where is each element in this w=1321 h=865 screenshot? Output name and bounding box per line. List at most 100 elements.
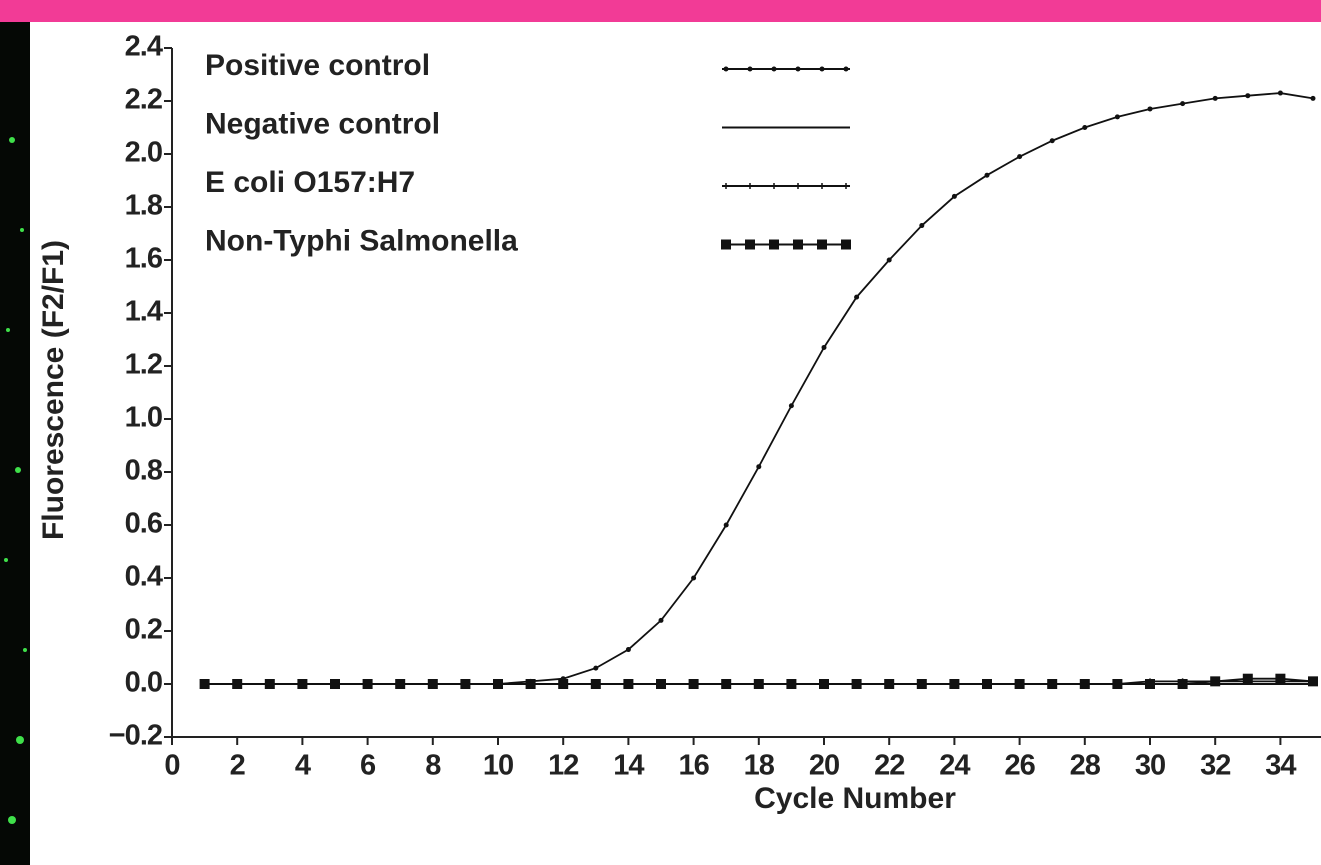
chart: Cycle Number Fluorescence (F2/F1) −0.2 0.… [0, 0, 1321, 865]
y-tick-label: −0.2 [109, 720, 162, 752]
point [884, 679, 894, 689]
point [854, 295, 859, 300]
x-tick-label: 6 [360, 750, 376, 782]
point [985, 173, 990, 178]
x-tick-label: 34 [1265, 750, 1296, 782]
point [659, 618, 664, 623]
x-tick-label: 32 [1200, 750, 1230, 782]
legend-label: Positive control [205, 49, 430, 82]
legend-marker [769, 240, 779, 250]
legend-marker [820, 67, 825, 72]
point [952, 194, 957, 199]
point [754, 679, 764, 689]
legend-marker [721, 240, 731, 250]
point [1243, 674, 1253, 684]
x-axis-title: Cycle Number [754, 782, 956, 815]
point [297, 679, 307, 689]
top-bar [0, 0, 1321, 22]
x-tick-label: 16 [678, 750, 709, 782]
point [1178, 679, 1188, 689]
point [330, 679, 340, 689]
point [1017, 154, 1022, 159]
point [1080, 679, 1090, 689]
y-tick-label: 1.4 [125, 296, 163, 328]
point [265, 679, 275, 689]
point [460, 679, 470, 689]
y-tick-label: 2.0 [125, 137, 162, 169]
point [1311, 96, 1316, 101]
legend-label: Non-Typhi Salmonella [205, 224, 518, 257]
point [917, 679, 927, 689]
x-tick-label: 18 [744, 750, 775, 782]
point [1180, 101, 1185, 106]
y-tick-label: 0.6 [125, 508, 163, 540]
y-tick-label: 2.2 [125, 84, 162, 116]
x-tick-label: 0 [164, 750, 179, 782]
y-tick-label: 1.6 [125, 243, 163, 275]
x-tick-label: 8 [425, 750, 441, 782]
x-tick-label: 28 [1070, 750, 1101, 782]
y-tick-label: 1.2 [125, 349, 162, 381]
point [1308, 676, 1318, 686]
legend-marker [771, 183, 777, 189]
point [558, 679, 568, 689]
legend-marker [841, 240, 851, 250]
point [1275, 674, 1285, 684]
legend-marker [793, 240, 803, 250]
point [493, 679, 503, 689]
y-tick-label: 1.0 [125, 402, 162, 434]
legend-marker [772, 67, 777, 72]
legend-marker [796, 67, 801, 72]
y-tick-label: 0.0 [125, 667, 162, 699]
point [1112, 679, 1122, 689]
x-tick-label: 24 [939, 750, 970, 782]
x-tick-label: 22 [874, 750, 904, 782]
point [1050, 138, 1055, 143]
page: Cycle Number Fluorescence (F2/F1) −0.2 0.… [0, 0, 1321, 865]
point [689, 679, 699, 689]
point [887, 258, 892, 263]
point [721, 679, 731, 689]
point [1145, 679, 1155, 689]
point [428, 679, 438, 689]
point [363, 679, 373, 689]
x-tick-label: 12 [548, 750, 578, 782]
x-tick-label: 2 [230, 750, 245, 782]
legend-marker [723, 183, 729, 189]
point [919, 223, 924, 228]
point [623, 679, 633, 689]
y-tick-label: 1.8 [125, 190, 163, 222]
point [786, 679, 796, 689]
x-tick-label: 20 [809, 750, 839, 782]
point [822, 345, 827, 350]
y-tick-label: 0.8 [125, 455, 163, 487]
x-tick-label: 30 [1135, 750, 1165, 782]
point [656, 679, 666, 689]
point [789, 403, 794, 408]
point [593, 666, 598, 671]
point [1245, 93, 1250, 98]
y-tick-label: 2.4 [125, 31, 163, 63]
point [395, 679, 405, 689]
point [591, 679, 601, 689]
y-axis-title: Fluorescence (F2/F1) [37, 240, 70, 540]
legend-marker [819, 183, 825, 189]
point [852, 679, 862, 689]
point [1082, 125, 1087, 130]
legend-label: Negative control [205, 107, 440, 140]
point [982, 679, 992, 689]
x-tick-label: 10 [483, 750, 513, 782]
point [1210, 676, 1220, 686]
x-tick-label: 26 [1004, 750, 1035, 782]
point [626, 647, 631, 652]
point [949, 679, 959, 689]
legend-marker [724, 67, 729, 72]
point [1115, 114, 1120, 119]
legend-marker [817, 240, 827, 250]
legend-marker [748, 67, 753, 72]
y-tick-label: 0.2 [125, 614, 162, 646]
legend-marker [747, 183, 753, 189]
y-tick-label: 0.4 [125, 561, 163, 593]
legend-label: E coli O157:H7 [205, 166, 415, 199]
left-strip [0, 22, 30, 865]
